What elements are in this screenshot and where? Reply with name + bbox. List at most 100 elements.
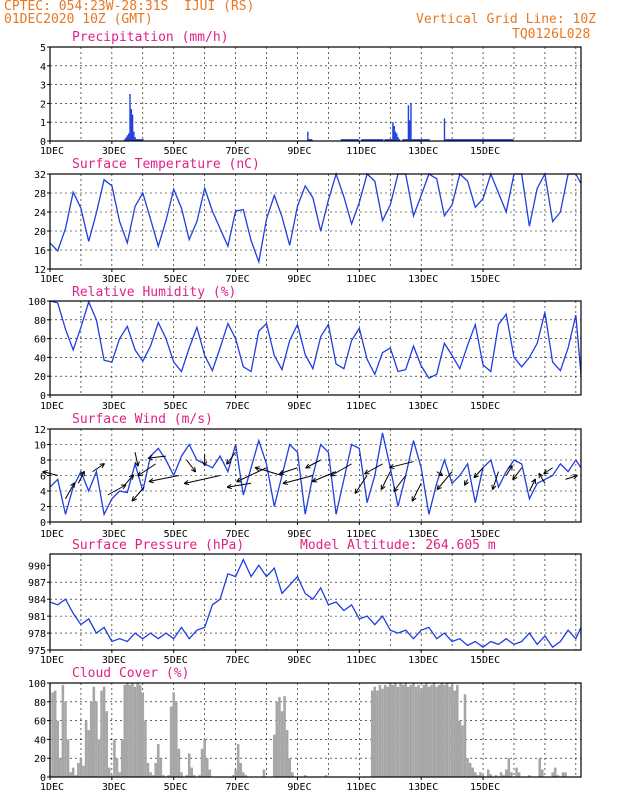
wind-arrow-head — [137, 471, 143, 477]
precip-bar — [367, 139, 370, 141]
y-tick-label: 5 — [40, 43, 46, 54]
wind-arrow — [226, 451, 236, 465]
precip-bar — [363, 139, 366, 141]
x-tick-label: 13DEC — [408, 782, 438, 793]
precip-bar — [387, 139, 389, 141]
cloud-bar — [463, 694, 467, 777]
panel-title: Surface Temperature (nC) — [72, 157, 260, 172]
cloud-bar — [466, 758, 469, 777]
precip-bar — [350, 139, 353, 141]
temp-line — [49, 171, 582, 265]
wind-arrow-head — [134, 461, 140, 467]
cloud-bar — [553, 767, 557, 777]
precip-bar — [496, 139, 499, 141]
x-tick-label: 15DEC — [470, 782, 500, 793]
precip-bar — [497, 139, 500, 141]
cloud-bar — [84, 720, 88, 777]
x-tick-label: 15DEC — [470, 655, 500, 666]
precip-bar — [385, 139, 388, 141]
x-tick-label: 3DEC — [102, 146, 126, 157]
cloud-bar — [494, 775, 498, 777]
cloud-bar — [435, 686, 438, 777]
rh-line — [49, 300, 582, 379]
cloud-bar — [64, 701, 67, 777]
wind-arrow-head — [254, 466, 261, 472]
cloud-bar — [443, 684, 446, 777]
precip-bar — [137, 139, 139, 141]
precip-bar — [419, 139, 421, 141]
precip-bar — [134, 137, 136, 141]
x-tick-label: 1DEC — [40, 655, 64, 666]
precip-bar — [379, 139, 381, 141]
y-tick-label: 8 — [40, 456, 46, 467]
precip-bar — [472, 139, 474, 141]
x-tick-label: 9DEC — [287, 782, 311, 793]
wind-arrow-head — [507, 465, 513, 471]
wind-arrow — [134, 452, 139, 467]
precip-bar — [415, 139, 417, 141]
y-tick-label: 20 — [34, 227, 46, 238]
precip-bar — [466, 139, 469, 141]
cloud-bar — [61, 684, 65, 777]
precip-bar — [494, 139, 496, 141]
x-tick-label: 11DEC — [346, 146, 376, 157]
precip-bar — [447, 139, 450, 141]
panel-frame — [49, 428, 582, 523]
header-location: 054:23W-28:31S IJUI (RS) — [58, 0, 255, 14]
y-tick-label: 32 — [34, 170, 46, 181]
precip-bar — [340, 139, 343, 141]
cloud-bar — [471, 767, 475, 777]
precip-bar — [352, 139, 354, 141]
precip-bar — [142, 139, 144, 141]
precip-bar — [483, 139, 486, 141]
x-tick-label: 15DEC — [470, 146, 500, 157]
cloud-bar — [324, 775, 328, 777]
cloud-bar — [51, 692, 54, 777]
y-tick-label: 10 — [34, 441, 46, 452]
precip-bar — [343, 139, 345, 141]
wind-arrow-head — [464, 480, 469, 486]
cloud-bar — [208, 769, 212, 777]
panel-title: Relative Humidity (%) — [72, 285, 236, 300]
y-tick-label: 0 — [40, 137, 46, 148]
precip-bar — [381, 139, 384, 141]
cloud-bar — [378, 684, 382, 777]
cloud-bar — [74, 775, 78, 777]
precip-bar — [510, 139, 513, 141]
precip-bar — [457, 139, 460, 141]
cloud-bar — [430, 684, 433, 777]
precip-bar — [486, 139, 488, 141]
precip-bar — [369, 139, 371, 141]
precip-bar — [425, 139, 428, 141]
precip-bar — [504, 139, 506, 141]
panel-title: Surface Pressure (hPa) — [72, 538, 244, 553]
precip-bar — [459, 139, 461, 141]
precip-bar — [307, 131, 309, 141]
precip-bar — [418, 139, 420, 141]
precip-bar — [140, 139, 143, 141]
x-tick-label: 11DEC — [346, 782, 376, 793]
wind-arrow-head — [491, 484, 497, 490]
precip-bar — [380, 139, 383, 141]
cloud-bar — [291, 772, 294, 777]
wind-arrow-head — [128, 474, 135, 480]
cloud-bar — [167, 775, 170, 777]
precip-bar — [393, 125, 395, 141]
x-tick-label: 9DEC — [287, 655, 311, 666]
wind-arrow — [254, 467, 283, 476]
cloud-bar — [118, 772, 121, 777]
wind-arrow — [565, 474, 578, 480]
cloud-bar — [283, 696, 286, 777]
cloud-bar — [185, 775, 188, 777]
wind-arrow-head — [538, 472, 544, 479]
cloud-bar — [412, 683, 415, 777]
precip-bar — [455, 139, 457, 141]
cloud-bar — [453, 690, 456, 777]
precip-bar — [473, 139, 475, 141]
cloud-bar — [461, 725, 464, 777]
precip-bar — [384, 139, 386, 141]
precip-bar — [405, 139, 407, 141]
panel-title: Precipitation (mm/h) — [72, 30, 229, 45]
cloud-bar — [275, 701, 279, 777]
cloud-bar — [115, 758, 119, 777]
